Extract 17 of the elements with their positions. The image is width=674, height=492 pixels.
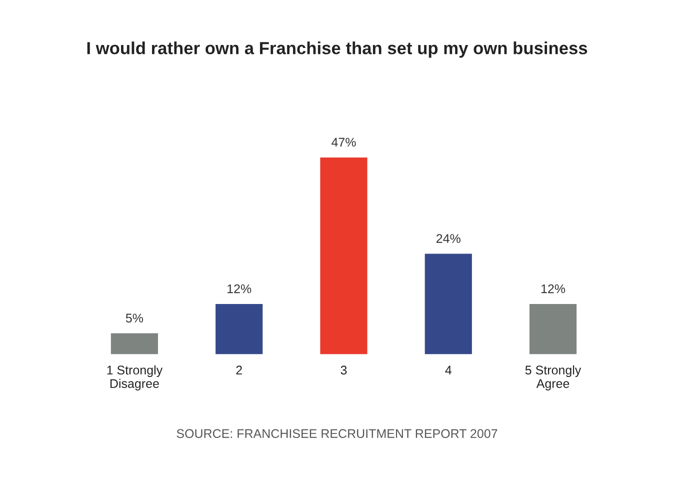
x-tick-label: 4 (445, 366, 452, 374)
source-note: SOURCE: FRANCHISEE RECRUITMENT REPORT 2007 (176, 429, 498, 438)
data-label: 12% (541, 284, 566, 294)
x-tick-label: 3 (340, 366, 347, 375)
x-tick-label: 5 Strongly Agree (525, 365, 582, 390)
bar (110, 333, 158, 354)
bar (216, 304, 263, 354)
bar (320, 157, 368, 354)
bar (529, 304, 577, 354)
x-tick-label: 2 (236, 366, 242, 374)
data-label: 5% (126, 314, 144, 322)
data-label: 47% (332, 138, 356, 147)
data-label: 24% (436, 234, 460, 243)
chart-title: I would rather own a Franchise than set up my own business (87, 42, 588, 58)
bar (424, 254, 472, 354)
data-label: 12% (228, 284, 252, 294)
x-tick-label: 1 Strongly Disagree (107, 365, 163, 390)
